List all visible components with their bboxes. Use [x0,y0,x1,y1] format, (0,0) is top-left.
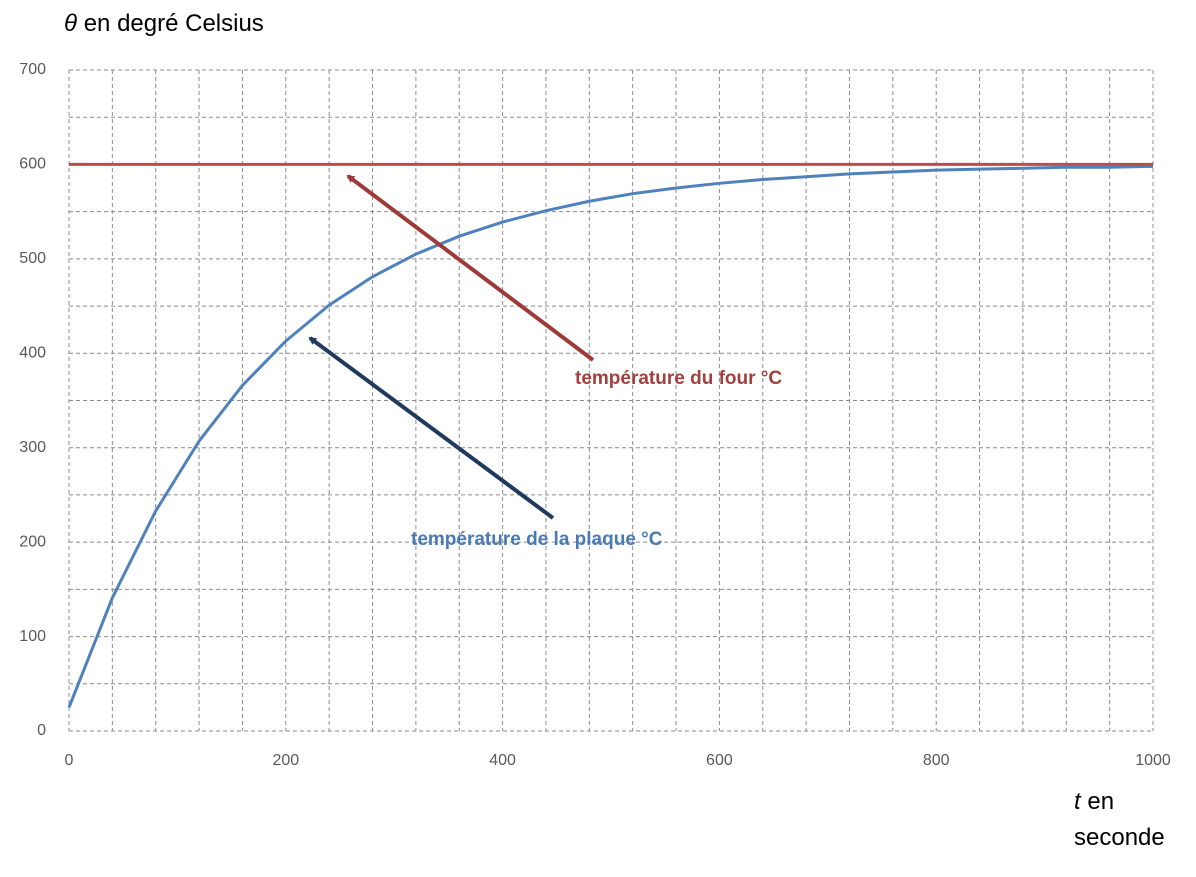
y-tick-label: 400 [19,345,46,362]
y-tick-label: 700 [19,61,46,78]
y-tick-label: 0 [37,722,46,739]
annotation-arrow [346,174,595,362]
x-tick-label: 600 [706,752,733,769]
legend-label: température du four °C [575,368,782,389]
x-tick-label: 0 [65,752,74,769]
y-symbol: θ [64,10,78,37]
y-tick-label: 600 [19,156,46,173]
x-text: en seconde [1074,788,1165,851]
series-line [67,164,1154,708]
x-symbol: t [1074,788,1081,815]
x-tick-label: 800 [923,752,950,769]
y-axis-title: θ en degré Celsius [64,10,264,38]
x-axis-title: t en seconde [1074,784,1174,856]
x-tick-label: 400 [489,752,516,769]
annotation-arrow [308,336,555,520]
y-text: en degré Celsius [83,10,264,37]
y-tick-label: 500 [19,250,46,267]
y-tick-label: 300 [19,439,46,456]
y-tick-label: 100 [19,628,46,645]
y-tick-label: 200 [19,533,46,550]
x-tick-label: 200 [272,752,299,769]
x-tick-label: 1000 [1135,752,1171,769]
legend-label: température de la plaque °C [411,529,663,550]
